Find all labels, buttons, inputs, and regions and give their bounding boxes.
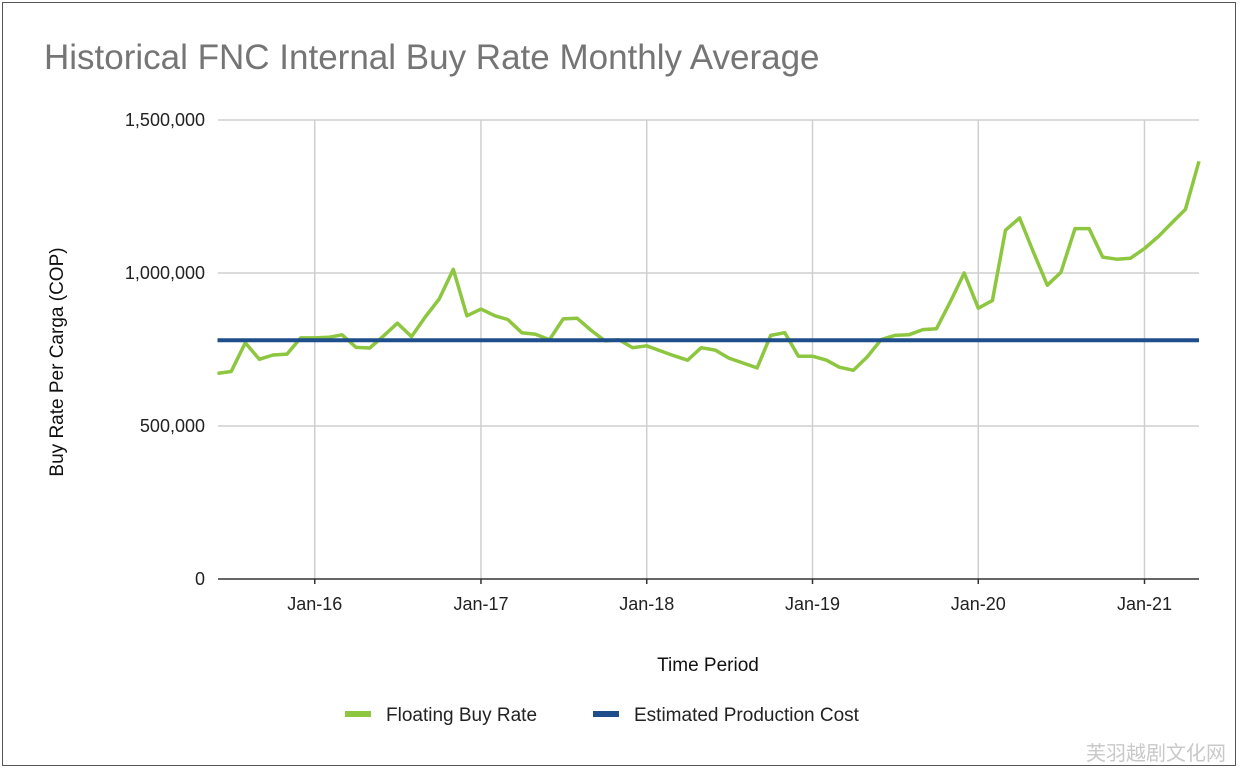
x-tick-label: Jan-19 [785,594,840,614]
y-axis-title: Buy Rate Per Carga (COP) [47,247,68,476]
chart-title: Historical FNC Internal Buy Rate Monthly… [44,38,820,77]
y-tick-label: 1,000,000 [125,263,205,283]
x-axis-title: Time Period [657,655,759,676]
legend-label-estimated-production-cost: Estimated Production Cost [634,705,860,726]
y-tick-label: 0 [195,569,205,589]
x-tick-label: Jan-18 [619,594,674,614]
legend-swatch-floating-buy-rate [345,711,371,717]
watermark: 芙羽越剧文化网 [1086,743,1226,765]
x-tick-label: Jan-20 [951,594,1006,614]
x-tick-label: Jan-21 [1117,594,1172,614]
legend-label-floating-buy-rate: Floating Buy Rate [386,705,537,726]
y-tick-label: 500,000 [140,416,205,436]
x-tick-label: Jan-16 [287,594,342,614]
y-tick-label: 1,500,000 [125,110,205,130]
legend-swatch-estimated-production-cost [593,711,619,717]
series-line-floating-buy-rate [217,160,1201,376]
x-tick-label: Jan-17 [453,594,508,614]
